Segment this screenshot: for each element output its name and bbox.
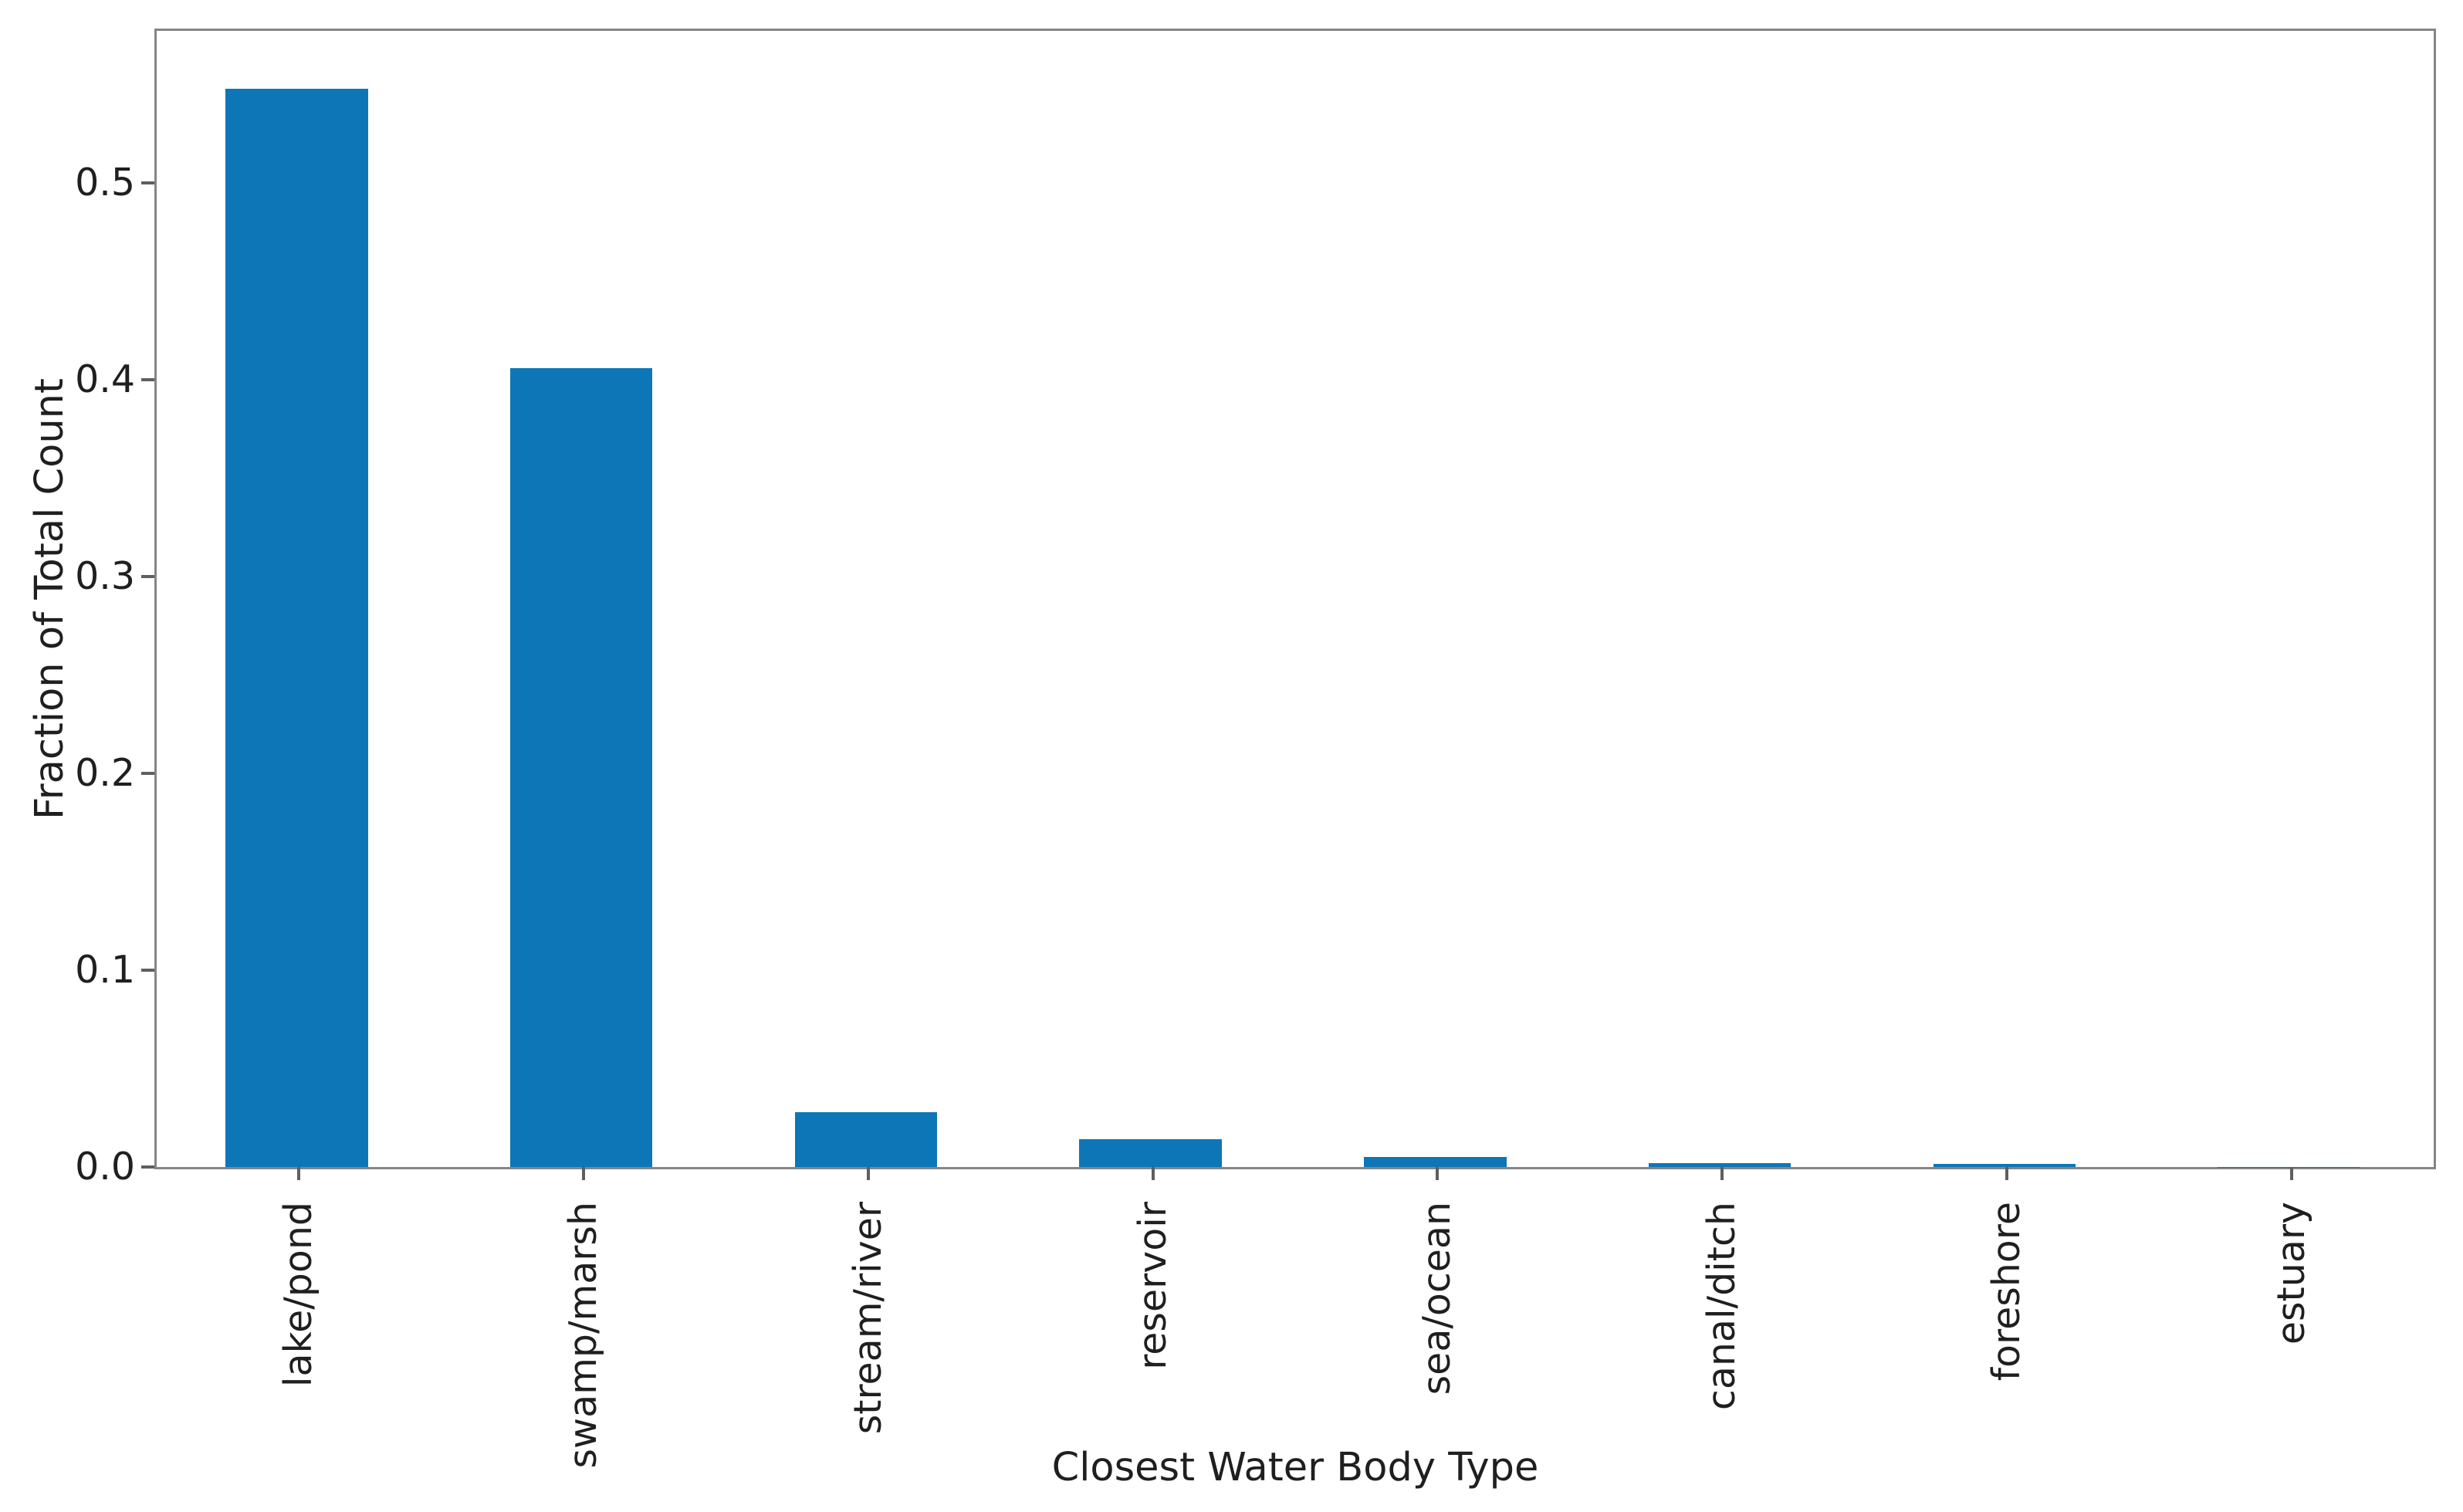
- bar-estuary: [2218, 1166, 2360, 1167]
- y-axis-label: Fraction of Total Count: [27, 378, 73, 820]
- y-tick-label: 0.0: [75, 1145, 135, 1189]
- y-tick-mark: [141, 1165, 154, 1169]
- x-tick-mark: [1720, 1167, 1724, 1180]
- y-tick-label: 0.5: [75, 161, 135, 205]
- x-tick-label: stream/river: [845, 1202, 890, 1435]
- y-tick-mark: [141, 181, 154, 185]
- x-tick-mark: [1436, 1167, 1440, 1180]
- y-tick-label: 0.4: [75, 357, 135, 402]
- bars-layer: [157, 31, 2434, 1167]
- bar-canal-ditch: [1648, 1162, 1791, 1167]
- y-tick-mark: [141, 969, 154, 972]
- y-tick-mark: [141, 772, 154, 776]
- x-tick-label: estuary: [2268, 1202, 2313, 1345]
- x-axis-label: Closest Water Body Type: [1051, 1445, 1539, 1490]
- x-tick-mark: [2289, 1167, 2293, 1180]
- plot-area: [154, 29, 2436, 1169]
- y-tick-label: 0.1: [75, 948, 135, 993]
- x-tick-mark: [1151, 1167, 1155, 1180]
- x-tick-label: reservoir: [1130, 1202, 1175, 1370]
- x-tick-mark: [866, 1167, 870, 1180]
- x-tick-label: lake/pond: [276, 1202, 321, 1388]
- x-tick-mark: [297, 1167, 301, 1180]
- bar-reservoir: [1079, 1139, 1222, 1167]
- bar-stream-river: [794, 1111, 938, 1167]
- x-tick-label: swamp/marsh: [561, 1202, 606, 1469]
- x-tick-mark: [2005, 1167, 2008, 1180]
- bar-foreshore: [1933, 1164, 2076, 1167]
- x-tick-label: canal/ditch: [1700, 1202, 1744, 1411]
- y-tick-label: 0.3: [75, 554, 135, 599]
- y-tick-label: 0.2: [75, 751, 135, 796]
- x-tick-mark: [582, 1167, 586, 1180]
- bar-swamp-marsh: [509, 367, 653, 1167]
- y-tick-mark: [141, 575, 154, 579]
- x-tick-label: foreshore: [1984, 1202, 2028, 1382]
- bar-lake-pond: [225, 88, 368, 1167]
- x-tick-label: sea/ocean: [1415, 1202, 1460, 1395]
- bar-sea-ocean: [1364, 1157, 1507, 1167]
- y-tick-mark: [141, 378, 154, 382]
